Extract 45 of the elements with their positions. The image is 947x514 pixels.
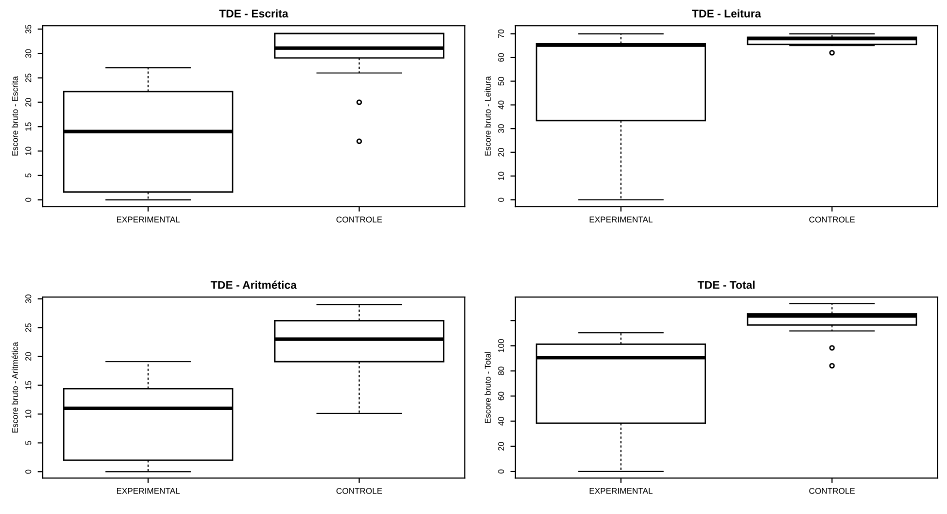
y-tick-label: 30: [25, 294, 32, 304]
chart-title: TDE - Aritmética: [210, 280, 297, 289]
y-tick-label: 0: [498, 469, 504, 474]
y-tick-label: 15: [25, 380, 32, 390]
y-axis-title: Escore bruto - Aritmética: [12, 342, 18, 432]
y-axis-title: Escore bruto - Escrita: [12, 76, 18, 156]
y-tick-label: 0: [25, 470, 32, 474]
y-tick-label: 60: [498, 392, 504, 400]
y-tick-label: 30: [498, 124, 504, 133]
x-tick-label: EXPERIMENTAL: [116, 488, 180, 494]
y-tick-label: 0: [498, 198, 504, 202]
x-tick-label: CONTROLE: [336, 488, 382, 494]
y-tick-label: 40: [498, 416, 504, 426]
y-tick-label: 0: [25, 198, 32, 202]
y-tick-label: 10: [498, 172, 504, 180]
y-tick-label: 20: [498, 148, 504, 157]
y-tick-label: 15: [25, 122, 32, 131]
chart-title: TDE - Total: [698, 280, 755, 289]
chart-title: TDE - Leitura: [692, 9, 762, 18]
x-tick-label: CONTROLE: [336, 216, 382, 222]
x-tick-label: EXPERIMENTAL: [590, 488, 653, 494]
y-tick-label: 20: [25, 352, 32, 361]
y-axis-title: Escore bruto - Leitura: [484, 76, 491, 156]
y-tick-label: 5: [25, 173, 32, 178]
y-tick-label: 60: [498, 53, 504, 62]
y-tick-label: 20: [498, 442, 504, 451]
y-tick-label: 25: [25, 74, 32, 82]
y-tick-label: 10: [25, 410, 32, 418]
y-tick-label: 40: [498, 100, 504, 110]
y-tick-label: 25: [25, 323, 32, 332]
chart-title: TDE - Escrita: [219, 9, 288, 18]
y-tick-label: 5: [25, 440, 32, 445]
x-tick-label: CONTROLE: [809, 488, 855, 494]
x-tick-label: CONTROLE: [809, 216, 855, 222]
y-tick-label: 70: [498, 29, 504, 38]
y-tick-label: 50: [498, 76, 504, 86]
y-axis-title: Escore bruto - Total: [484, 352, 491, 423]
y-tick-label: 20: [25, 98, 32, 106]
y-tick-label: 100: [498, 339, 504, 352]
x-tick-label: EXPERIMENTAL: [590, 216, 653, 222]
x-tick-label: EXPERIMENTAL: [116, 216, 180, 222]
y-tick-label: 30: [25, 49, 32, 58]
y-tick-label: 35: [25, 24, 32, 34]
y-tick-label: 80: [498, 366, 504, 376]
y-tick-label: 10: [25, 146, 32, 156]
